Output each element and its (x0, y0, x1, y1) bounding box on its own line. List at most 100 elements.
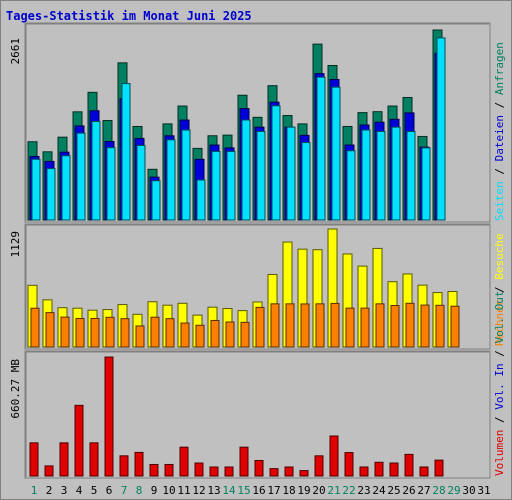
bar-seiten-day-16 (256, 130, 266, 221)
bar-rechner-day-4 (75, 317, 85, 348)
bar-volumen-day-20 (314, 455, 324, 477)
bar-volumen-day-8 (134, 451, 144, 477)
day-label-3: 3 (61, 484, 68, 497)
bar-rechner-day-8 (135, 325, 145, 348)
bar-volumen-day-3 (59, 442, 69, 477)
bar-rechner-day-17 (270, 303, 280, 348)
day-label-24: 24 (372, 484, 386, 497)
day-label-31: 31 (477, 484, 490, 497)
bar-volumen-day-14 (224, 466, 234, 477)
bar-seiten-day-7 (121, 83, 131, 221)
day-label-27: 27 (417, 484, 430, 497)
day-label-22: 22 (342, 484, 355, 497)
bar-rechner-day-9 (150, 316, 160, 348)
bar-seiten-day-5 (91, 120, 101, 221)
bar-seiten-day-23 (361, 129, 371, 221)
bar-rechner-day-29 (450, 305, 460, 348)
bar-volumen-day-10 (164, 463, 174, 477)
day-label-2: 2 (46, 484, 53, 497)
bar-seiten-day-18 (286, 126, 296, 221)
bar-rechner-day-6 (105, 316, 115, 348)
day-label-10: 10 (162, 484, 175, 497)
bar-rechner-day-1 (30, 307, 40, 348)
bar-rechner-day-22 (345, 307, 355, 348)
bar-rechner-day-19 (300, 303, 310, 348)
bar-seiten-day-12 (196, 179, 206, 221)
day-label-15: 15 (237, 484, 250, 497)
bar-rechner-day-14 (225, 321, 235, 348)
bar-rechner-day-24 (375, 303, 385, 348)
day-label-18: 18 (282, 484, 295, 497)
bar-rechner-day-16 (255, 306, 265, 348)
day-label-14: 14 (222, 484, 236, 497)
bar-volumen-day-12 (194, 462, 204, 477)
bar-rechner-day-15 (240, 321, 250, 348)
bar-seiten-day-19 (301, 142, 311, 221)
day-label-11: 11 (177, 484, 190, 497)
bar-seiten-day-25 (391, 126, 401, 221)
bar-seiten-day-13 (211, 150, 221, 221)
day-label-1: 1 (31, 484, 38, 497)
bar-rechner-day-18 (285, 303, 295, 348)
day-label-23: 23 (357, 484, 370, 497)
bar-volumen-day-15 (239, 446, 249, 477)
bar-rechner-day-23 (360, 307, 370, 348)
bar-rechner-day-13 (210, 319, 220, 348)
bar-volumen-day-6 (104, 356, 114, 477)
day-label-8: 8 (136, 484, 143, 497)
bar-seiten-day-3 (61, 155, 71, 221)
bar-volumen-day-21 (329, 435, 339, 477)
bar-seiten-day-9 (151, 180, 161, 221)
bar-volumen-day-25 (389, 462, 399, 477)
day-label-9: 9 (151, 484, 158, 497)
day-label-26: 26 (402, 484, 415, 497)
bar-rechner-day-21 (330, 302, 340, 348)
bar-seiten-day-4 (76, 132, 86, 221)
bar-seiten-day-6 (106, 147, 116, 221)
bar-volumen-day-7 (119, 455, 129, 477)
bar-rechner-day-5 (90, 317, 100, 348)
day-label-4: 4 (76, 484, 83, 497)
bar-rechner-day-28 (435, 304, 445, 348)
bar-seiten-day-8 (136, 144, 146, 221)
bar-seiten-day-20 (316, 76, 326, 221)
bar-rechner-day-10 (165, 318, 175, 348)
max-label-traffic: 660.27 MB (9, 359, 22, 419)
bar-volumen-day-27 (419, 466, 429, 477)
max-label-requests: 2661 (9, 38, 22, 65)
bar-volumen-day-23 (359, 466, 369, 477)
day-label-7: 7 (121, 484, 128, 497)
bar-rechner-day-20 (315, 303, 325, 348)
bar-volumen-day-18 (284, 466, 294, 477)
bar-volumen-day-28 (434, 459, 444, 477)
day-label-19: 19 (297, 484, 310, 497)
bar-seiten-day-17 (271, 105, 281, 221)
bar-seiten-day-10 (166, 139, 176, 221)
bar-volumen-day-24 (374, 461, 384, 477)
bar-volumen-day-11 (179, 446, 189, 477)
bar-seiten-day-27 (421, 147, 431, 221)
bar-seiten-day-24 (376, 130, 386, 221)
day-label-25: 25 (387, 484, 400, 497)
bar-volumen-day-5 (89, 442, 99, 477)
legend-traffic: Volumen / Vol. In / Vol. Out (493, 291, 506, 476)
bar-seiten-day-2 (46, 168, 56, 221)
bar-rechner-day-7 (120, 318, 130, 348)
bar-seiten-day-1 (31, 158, 41, 221)
bar-volumen-day-17 (269, 468, 279, 477)
bar-seiten-day-22 (346, 150, 356, 221)
bar-seiten-day-14 (226, 150, 236, 221)
bar-seiten-day-11 (181, 129, 191, 221)
bar-volumen-day-1 (29, 442, 39, 477)
bar-volumen-day-2 (44, 465, 54, 477)
bar-volumen-day-16 (254, 460, 264, 477)
day-label-20: 20 (312, 484, 325, 497)
bar-volumen-day-19 (299, 470, 309, 477)
bar-rechner-day-11 (180, 322, 190, 348)
bar-seiten-day-26 (406, 130, 416, 221)
bar-volumen-day-22 (344, 452, 354, 477)
day-label-5: 5 (91, 484, 98, 497)
day-label-30: 30 (462, 484, 475, 497)
max-label-visits: 1129 (9, 231, 22, 258)
